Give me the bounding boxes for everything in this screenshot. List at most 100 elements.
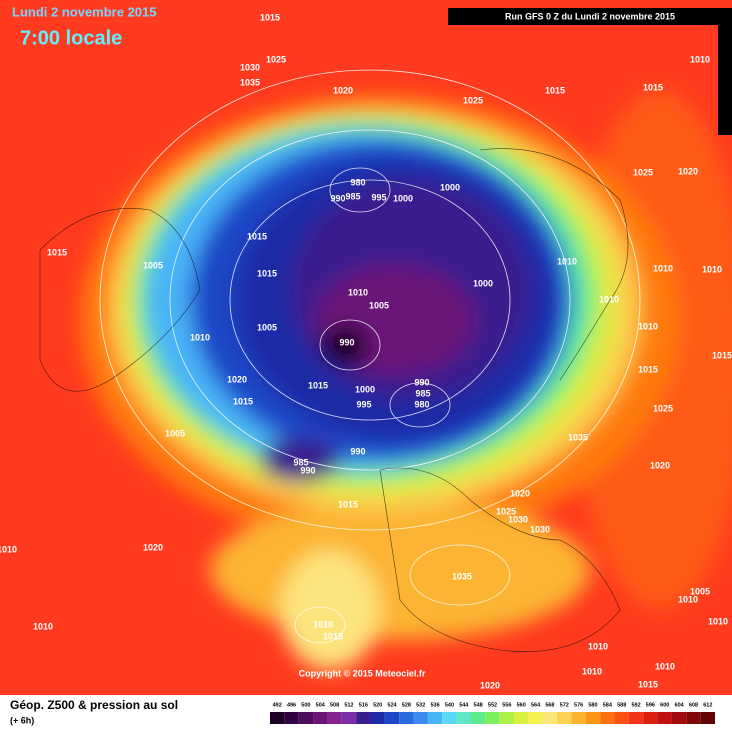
isobar-label: 1025 xyxy=(266,54,286,64)
colorbar-label: 504 xyxy=(316,702,326,708)
isobar-label: 1015 xyxy=(338,499,358,509)
isobar-label: 1020 xyxy=(650,460,670,470)
colorbar-swatch xyxy=(585,712,601,724)
colorbar-swatch xyxy=(341,712,357,724)
isobar-label: 1015 xyxy=(545,85,565,95)
isobar-label: 1015 xyxy=(47,247,67,257)
isobar-label: 1010 xyxy=(588,641,608,651)
isobar-label: 1010 xyxy=(190,332,210,342)
isobar-label: 1015 xyxy=(257,268,277,278)
colorbar-swatch xyxy=(600,712,615,724)
colorbar-label: 524 xyxy=(387,702,397,708)
date-label: Lundi 2 novembre 2015 xyxy=(12,4,157,19)
isobar-label: 1010 xyxy=(348,287,368,297)
colorbar-label: 600 xyxy=(660,702,669,708)
run-box xyxy=(448,8,732,25)
isobar-label: 1015 xyxy=(712,350,732,360)
isobar-label: 990 xyxy=(339,337,354,347)
colorbar-swatch xyxy=(686,712,701,724)
isobar-label: 1025 xyxy=(653,403,673,413)
isobar-label: 1020 xyxy=(480,680,500,690)
colorbar-label: 560 xyxy=(517,702,526,708)
colorbar-label: 536 xyxy=(430,702,439,708)
colorbar-swatch xyxy=(628,712,644,724)
isobar-label: 985 xyxy=(415,388,430,398)
colorbar-label: 604 xyxy=(675,702,685,708)
colorbar-swatch xyxy=(384,712,400,724)
isobar-label: 1020 xyxy=(143,542,163,552)
isobar-label: 995 xyxy=(356,399,371,409)
z500-field xyxy=(80,90,732,670)
isobar-label: 1015 xyxy=(643,82,663,92)
isobar-label: 985 xyxy=(345,191,360,201)
isobar-label: 1005 xyxy=(369,300,389,310)
isobar-label: 1015 xyxy=(638,679,658,689)
isobar-label: 1025 xyxy=(463,95,483,105)
colorbar-swatch xyxy=(442,712,457,724)
isobar-label: 1020 xyxy=(678,166,698,176)
isobar-label: 1010 xyxy=(313,619,333,629)
isobar-label: 1010 xyxy=(557,256,577,266)
colorbar-label: 548 xyxy=(474,702,483,708)
colorbar-swatch xyxy=(542,712,558,724)
isobar-label: 1035 xyxy=(240,77,260,87)
colorbar-swatch xyxy=(298,712,314,724)
colorbar-label: 500 xyxy=(301,702,310,708)
isobars xyxy=(99,69,641,644)
isobar-label: 1015 xyxy=(308,380,328,390)
colorbar-swatch xyxy=(399,712,414,724)
isobar-label: 1000 xyxy=(393,193,413,203)
colorbar-label: 596 xyxy=(646,702,655,708)
isobar-label: 1010 xyxy=(678,594,698,604)
colorbar-swatch xyxy=(427,712,443,724)
isobar-label: 1010 xyxy=(0,544,17,554)
copyright: Copyright © 2015 Meteociel.fr xyxy=(299,668,426,678)
isobar-label: 1020 xyxy=(510,488,530,498)
colorbar-swatch xyxy=(557,712,572,724)
isobar-label: 1025 xyxy=(496,506,516,516)
isobar-label: 1015 xyxy=(638,364,658,374)
colorbar-label: 528 xyxy=(402,702,411,708)
isobar-label: 1010 xyxy=(599,294,619,304)
isobar-label: 1010 xyxy=(653,263,673,273)
colorbar-label: 564 xyxy=(531,702,541,708)
isobar-label: 1015 xyxy=(323,631,343,641)
colorbar-label: 508 xyxy=(330,702,339,708)
colorbar-swatch xyxy=(614,712,629,724)
isobar-label: 1030 xyxy=(530,524,550,534)
colorbar-label: 580 xyxy=(588,702,597,708)
isobar-label: 1005 xyxy=(257,322,277,332)
isobar-label: 990 xyxy=(330,193,345,203)
isobar-label: 1010 xyxy=(638,321,658,331)
colorbar-label: 572 xyxy=(560,702,569,708)
colorbar-label: 516 xyxy=(359,702,368,708)
isobar-label: 1005 xyxy=(165,428,185,438)
colorbar-label: 556 xyxy=(502,702,511,708)
colorbar-swatch xyxy=(643,712,658,724)
isobar-label: 1000 xyxy=(473,278,493,288)
isobar-label: 1010 xyxy=(708,616,728,626)
isobar-label: 990 xyxy=(300,465,315,475)
isobar-label: 1015 xyxy=(233,396,253,406)
isobar-label: 990 xyxy=(350,446,365,456)
colorbar-label: 532 xyxy=(416,702,425,708)
colorbar-label: 588 xyxy=(617,702,626,708)
colorbar-swatch xyxy=(270,712,285,724)
isobar-label: 1010 xyxy=(702,264,722,274)
colorbar-swatch xyxy=(657,712,672,724)
colorbar-swatch xyxy=(284,712,299,724)
colorbar-swatch xyxy=(470,712,486,724)
isobar-label: 1015 xyxy=(260,12,280,22)
colorbar-label: 612 xyxy=(703,702,712,708)
colorbar-label: 540 xyxy=(445,702,454,708)
colorbar-swatch xyxy=(499,712,515,724)
colorbar-swatch xyxy=(327,712,342,724)
isobar-label: 1035 xyxy=(452,571,472,581)
colorbar-label: 544 xyxy=(459,702,469,708)
isobar-label: 1010 xyxy=(33,621,53,631)
colorbar-label: 552 xyxy=(488,702,497,708)
colorbar-swatch xyxy=(313,712,328,724)
isobar-label: 1015 xyxy=(247,231,267,241)
colorbar-label: 568 xyxy=(545,702,554,708)
colorbar-swatch xyxy=(528,712,543,724)
